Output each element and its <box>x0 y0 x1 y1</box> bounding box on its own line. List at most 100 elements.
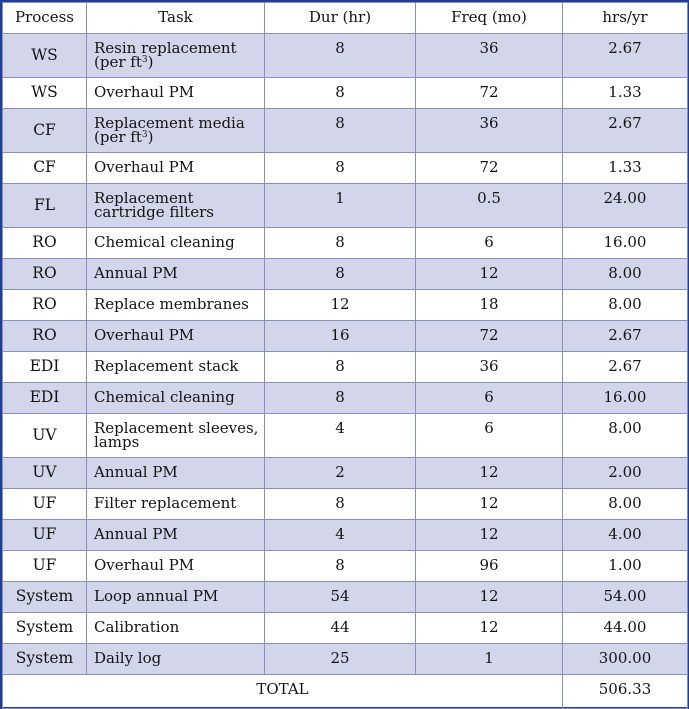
cell-frequency: 6 <box>415 413 563 458</box>
cell-duration: 16 <box>264 320 416 352</box>
cell-hours-per-year: 2.67 <box>562 351 688 383</box>
header-frequency: Freq (mo) <box>415 2 563 34</box>
cell-hours-per-year: 1.00 <box>562 550 688 582</box>
cell-frequency: 96 <box>415 550 563 582</box>
cell-task: Replacement media (per ft3) <box>86 108 265 153</box>
cell-frequency: 36 <box>415 108 563 153</box>
cell-frequency: 18 <box>415 289 563 321</box>
cell-duration: 8 <box>264 33 416 78</box>
task-main-text: Replacement cartridge filters <box>94 189 214 221</box>
cell-process: UF <box>2 550 87 582</box>
task-main-text: Chemical cleaning <box>94 233 235 251</box>
task-text: Replacement media (per ft3) <box>94 114 264 146</box>
task-main-text: Overhaul PM <box>94 556 195 574</box>
task-text: Filter replacement <box>94 496 264 511</box>
cell-task: Annual PM <box>86 457 265 489</box>
table-row: RO Replace membranes 12 18 8.00 <box>2 289 688 321</box>
task-text: Replace membranes <box>94 295 264 313</box>
cell-process: WS <box>2 33 87 78</box>
cell-process: UV <box>2 457 87 489</box>
task-text: Overhaul PM <box>94 83 264 101</box>
cell-hours-per-year: 8.00 <box>562 258 688 290</box>
cell-frequency: 72 <box>415 77 563 109</box>
task-main-text: Annual PM <box>94 525 178 543</box>
task-tail-text: ) <box>147 128 154 146</box>
cell-task: Annual PM <box>86 258 265 290</box>
cell-frequency: 72 <box>415 320 563 352</box>
cell-task: Resin replacement (per ft3) <box>86 33 265 78</box>
cell-frequency: 6 <box>415 382 563 414</box>
task-text: Chemical cleaning <box>94 390 264 405</box>
task-main-text: Annual PM <box>94 264 178 282</box>
cell-frequency: 12 <box>415 581 563 613</box>
cell-hours-per-year: 300.00 <box>562 643 688 675</box>
cell-hours-per-year: 8.00 <box>562 289 688 321</box>
cell-duration: 8 <box>264 77 416 109</box>
task-main-text: Replace membranes <box>94 295 249 313</box>
table-row: System Calibration 44 12 44.00 <box>2 612 688 644</box>
task-text: Overhaul PM <box>94 158 264 176</box>
table-row: RO Annual PM 8 12 8.00 <box>2 258 688 290</box>
table-row: UF Annual PM 4 12 4.00 <box>2 519 688 551</box>
header-task: Task <box>86 2 265 34</box>
cell-hours-per-year: 24.00 <box>562 183 688 228</box>
cell-task: Daily log <box>86 643 265 675</box>
cell-process: RO <box>2 227 87 259</box>
cell-duration: 25 <box>264 643 416 675</box>
table-row: UF Overhaul PM 8 96 1.00 <box>2 550 688 582</box>
table-row: CF Overhaul PM 8 72 1.33 <box>2 152 688 184</box>
task-main-text: Overhaul PM <box>94 83 195 101</box>
cell-task: Replacement stack <box>86 351 265 383</box>
cell-task: Loop annual PM <box>86 581 265 613</box>
task-text: Overhaul PM <box>94 328 264 343</box>
task-text: Calibration <box>94 620 264 635</box>
cell-process: UF <box>2 519 87 551</box>
cell-hours-per-year: 4.00 <box>562 519 688 551</box>
task-text: Annual PM <box>94 525 264 543</box>
task-superscript: 3 <box>141 130 148 140</box>
task-text: Daily log <box>94 651 264 666</box>
table-row: RO Chemical cleaning 8 6 16.00 <box>2 227 688 259</box>
cell-duration: 8 <box>264 351 416 383</box>
task-text: Replacement sleeves, lamps <box>94 421 264 450</box>
cell-hours-per-year: 2.67 <box>562 33 688 78</box>
cell-duration: 4 <box>264 519 416 551</box>
table-row: UV Replacement sleeves, lamps 4 6 8.00 <box>2 413 688 458</box>
cell-duration: 4 <box>264 413 416 458</box>
task-main-text: Annual PM <box>94 463 178 481</box>
cell-task: Overhaul PM <box>86 152 265 184</box>
total-label: TOTAL <box>2 674 563 709</box>
table-row: WS Overhaul PM 8 72 1.33 <box>2 77 688 109</box>
task-main-text: Overhaul PM <box>94 158 195 176</box>
task-text: Annual PM <box>94 463 264 481</box>
cell-process: WS <box>2 77 87 109</box>
cell-process: System <box>2 643 87 675</box>
cell-frequency: 12 <box>415 519 563 551</box>
cell-task: Filter replacement <box>86 488 265 520</box>
cell-process: RO <box>2 320 87 352</box>
task-superscript: 3 <box>141 55 148 65</box>
table-row: System Daily log 25 1 300.00 <box>2 643 688 675</box>
cell-duration: 2 <box>264 457 416 489</box>
cell-hours-per-year: 2.67 <box>562 320 688 352</box>
cell-process: EDI <box>2 382 87 414</box>
cell-process: FL <box>2 183 87 228</box>
task-text: Chemical cleaning <box>94 233 264 251</box>
table-body: WS Resin replacement (per ft3) 8 36 2.67 WS Ov… <box>2 33 688 675</box>
cell-task: Replacement sleeves, lamps <box>86 413 265 458</box>
cell-task: Replace membranes <box>86 289 265 321</box>
cell-process: CF <box>2 108 87 153</box>
task-main-text: Replacement media (per ft <box>94 114 245 146</box>
cell-task: Chemical cleaning <box>86 227 265 259</box>
cell-duration: 8 <box>264 108 416 153</box>
cell-task: Overhaul PM <box>86 320 265 352</box>
cell-frequency: 36 <box>415 33 563 78</box>
cell-frequency: 12 <box>415 612 563 644</box>
cell-task: Calibration <box>86 612 265 644</box>
table-row: FL Replacement cartridge filters 1 0.5 24.00 <box>2 183 688 228</box>
table-row: System Loop annual PM 54 12 54.00 <box>2 581 688 613</box>
cell-hours-per-year: 1.33 <box>562 152 688 184</box>
cell-frequency: 12 <box>415 457 563 489</box>
task-text: Overhaul PM <box>94 556 264 574</box>
